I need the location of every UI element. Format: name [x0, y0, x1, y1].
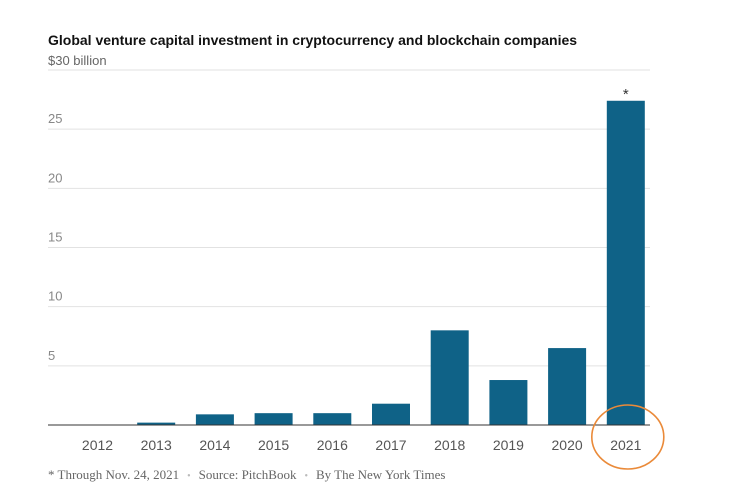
x-tick-label: 2017 [375, 437, 406, 453]
bar [430, 330, 469, 425]
bar [489, 380, 528, 425]
bar [548, 348, 587, 425]
x-tick-label: 2016 [317, 437, 348, 453]
x-tick-label: 2020 [552, 437, 583, 453]
y-tick-label: 25 [48, 111, 62, 126]
y-axis-unit-label: $30 billion [48, 53, 107, 68]
x-tick-label: 2013 [141, 437, 172, 453]
footer-separator: • [187, 471, 191, 482]
source-credit: Source: PitchBook [198, 467, 297, 482]
highlight-circle [590, 404, 665, 470]
chart-title: Global venture capital investment in cry… [48, 32, 578, 48]
x-tick-label: 2012 [82, 437, 113, 453]
y-tick-label: 10 [48, 289, 62, 304]
chart-footer: * Through Nov. 24, 2021 • Source: PitchBoo… [48, 467, 445, 483]
bar [137, 422, 176, 425]
bar [606, 100, 645, 426]
x-tick-label: 2015 [258, 437, 289, 453]
x-tick-label: 2014 [199, 437, 230, 453]
x-tick-label: 2018 [434, 437, 465, 453]
x-tick-label: 2019 [493, 437, 524, 453]
bar [372, 403, 410, 425]
bar [313, 413, 352, 425]
y-tick-label: 15 [48, 230, 62, 245]
footnote: * Through Nov. 24, 2021 [48, 467, 180, 482]
x-tick-label: 2021 [610, 437, 641, 453]
bar [254, 413, 293, 425]
bar [195, 414, 234, 425]
footer-separator: • [304, 471, 308, 482]
y-tick-label: 5 [48, 348, 55, 363]
y-tick-label: 20 [48, 170, 62, 185]
byline: By The New York Times [315, 467, 446, 482]
annotation-asterisk: * [623, 86, 629, 103]
